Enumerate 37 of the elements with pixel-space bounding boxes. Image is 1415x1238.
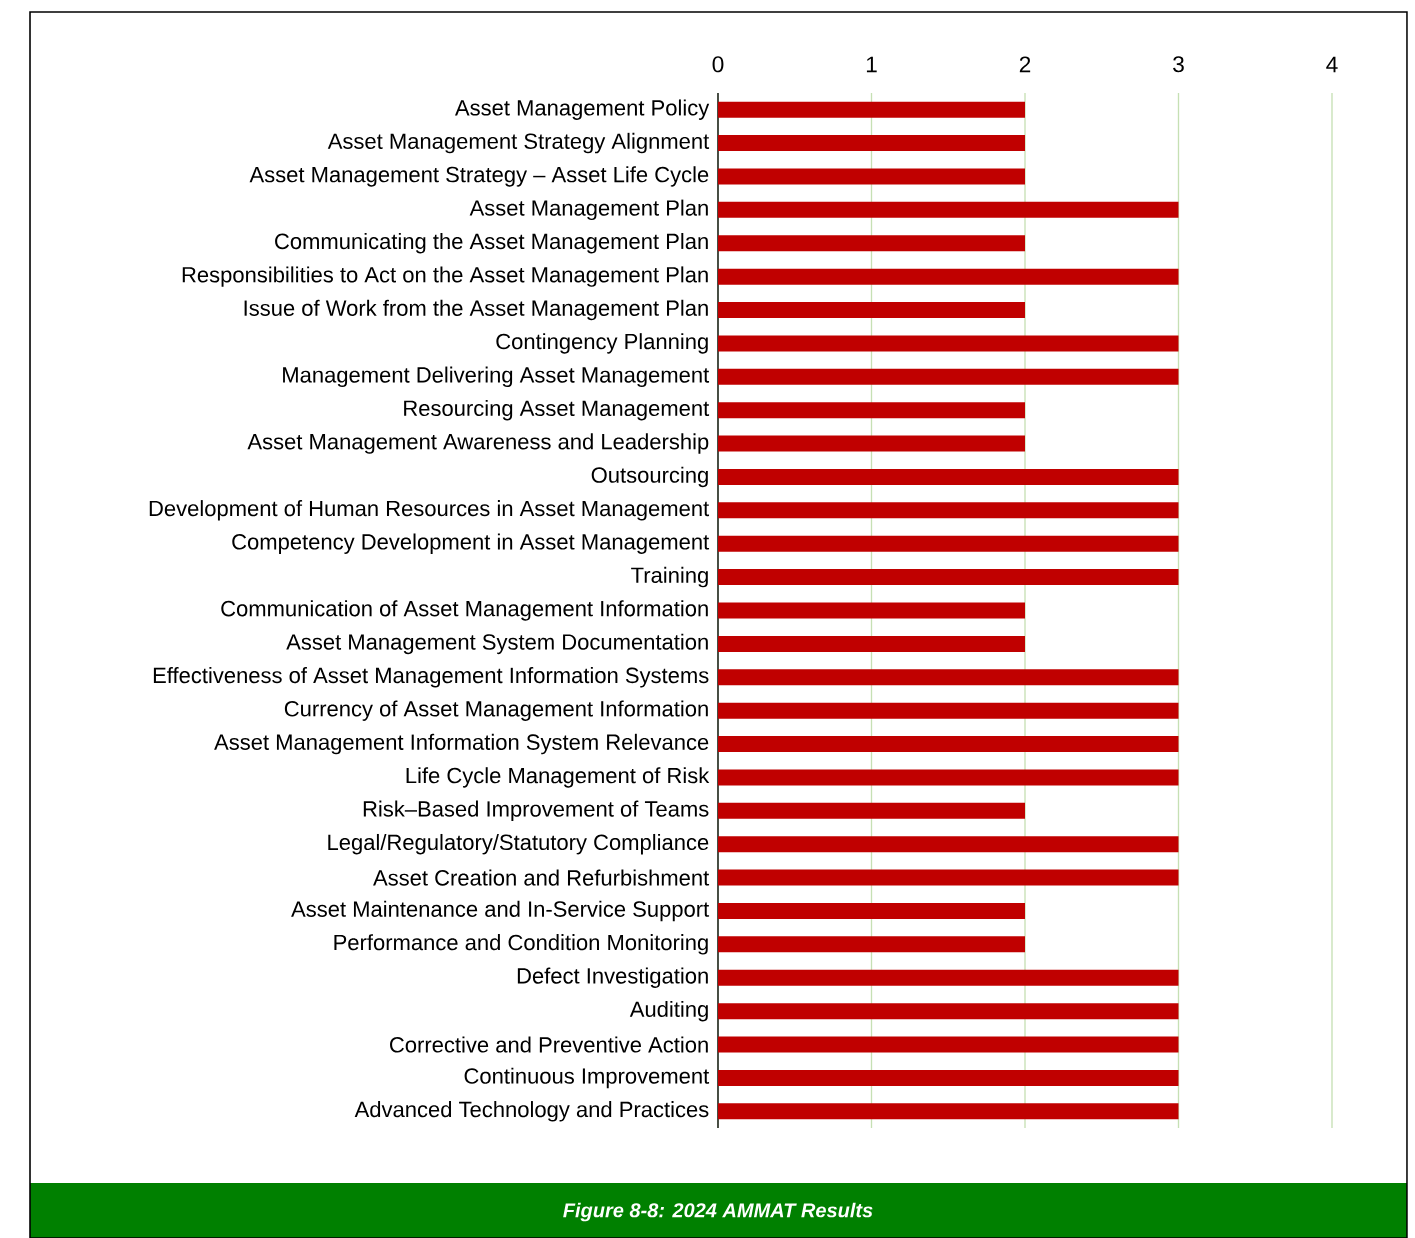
- y-tick-label: Asset Management Awareness and Leadership: [247, 433, 709, 454]
- y-tick-label: Development of Human Resources in Asset Management: [149, 500, 710, 521]
- y-tick-label: Performance and Condition Monitoring: [334, 934, 708, 955]
- y-tick-label: Issue of Work from the Asset Management Plan: [244, 299, 708, 321]
- y-tick-label: Asset Management Policy: [454, 99, 710, 120]
- x-tick-label: 4: [1326, 56, 1338, 73]
- y-tick-label: Currency of Asset Management Information: [284, 700, 708, 721]
- y-tick-label: Defect Investigation: [517, 967, 708, 988]
- x-tick-label: 2: [1019, 56, 1031, 73]
- y-tick-label: Asset Management System Documentation: [286, 633, 708, 655]
- y-tick-label: Communicating the Asset Management Plan: [275, 232, 708, 254]
- x-tick-label: 3: [1173, 56, 1184, 73]
- y-tick-label: Resourcing Asset Management: [404, 399, 710, 421]
- y-tick-label: Asset Management Plan: [469, 199, 708, 221]
- x-tick-label: 0: [712, 56, 724, 73]
- y-tick-label: Legal/Regulatory/Statutory Compliance: [328, 833, 709, 855]
- y-tick-label: Training: [631, 566, 708, 588]
- y-tick-label: Management Delivering Asset Management: [283, 366, 710, 388]
- y-tick-label: Asset Management Strategy – Asset Life Cycle: [249, 166, 709, 187]
- x-tick-label: 1: [866, 56, 877, 73]
- y-tick-label: Competency Development in Asset Management: [232, 533, 710, 554]
- y-tick-label: Outsourcing: [591, 466, 708, 488]
- caption: Figure 8-8: 2024 AMMAT Results: [563, 1202, 873, 1222]
- y-tick-label: Corrective and Preventive Action: [390, 1036, 708, 1053]
- y-tick-label: Advanced Technology and Practices: [354, 1101, 709, 1122]
- y-tick-label: Auditing: [629, 1000, 708, 1022]
- y-tick-label: Risk–Based Improvement of Teams: [363, 800, 709, 822]
- y-tick-label: Continuous Improvement: [464, 1067, 710, 1089]
- y-tick-label: Effectiveness of Asset Management Information Systems: [153, 667, 709, 688]
- y-tick-label: Responsibilities to Act on the Asset Management Plan: [182, 266, 708, 287]
- y-tick-label: Asset Creation and Refurbishment: [373, 869, 710, 886]
- y-tick-label: Communication of Asset Management Information: [221, 600, 708, 621]
- y-tick-label: Asset Management Information System Relevance: [214, 733, 709, 755]
- y-tick-label: Life Cycle Management of Risk: [406, 767, 710, 788]
- y-tick-label: Contingency Planning: [496, 333, 708, 354]
- y-tick-label: Asset Maintenance and In-Service Support: [291, 900, 710, 922]
- y-tick-label: Asset Management Strategy Alignment: [327, 132, 710, 154]
